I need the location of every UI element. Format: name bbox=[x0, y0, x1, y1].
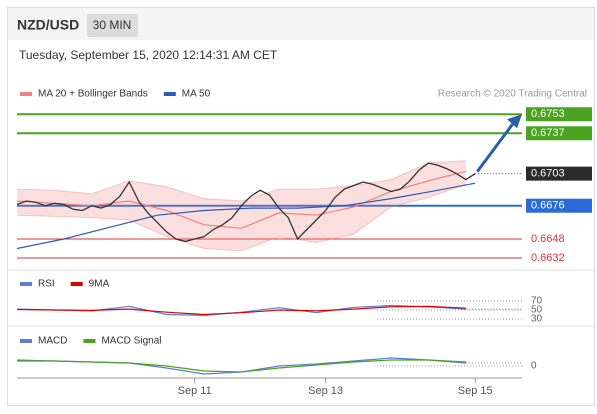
credit: Research © 2020 Trading Central bbox=[438, 89, 587, 100]
x-tick-label: Sep 15 bbox=[458, 385, 493, 397]
level-label: 0.6676 bbox=[531, 200, 565, 212]
legend-label: RSI bbox=[38, 279, 55, 290]
level-tag bbox=[526, 107, 592, 122]
timestamp: Tuesday, September 15, 2020 12:14:31 AM … bbox=[19, 48, 278, 62]
legend-label: MACD Signal bbox=[101, 336, 161, 347]
y-tick-label: 0 bbox=[531, 361, 537, 372]
legend-swatch bbox=[70, 282, 83, 286]
level-tag bbox=[526, 198, 592, 213]
last-tag bbox=[526, 166, 592, 181]
legend-swatch bbox=[163, 92, 176, 96]
level-label: 0.6737 bbox=[531, 127, 565, 139]
series-line bbox=[17, 359, 466, 373]
legend-swatch bbox=[83, 339, 96, 343]
level-label: 0.6632 bbox=[531, 252, 565, 264]
legend-label: MA 20 + Bollinger Bands bbox=[38, 89, 148, 100]
forecast-arrow bbox=[476, 121, 516, 173]
legend-swatch bbox=[20, 282, 32, 286]
forecast-arrowhead bbox=[507, 114, 522, 129]
price-line bbox=[16, 162, 476, 243]
series-line bbox=[16, 305, 466, 316]
legend-swatch bbox=[20, 339, 32, 343]
last-label: 0.6703 bbox=[531, 168, 565, 180]
y-tick-label: 30 bbox=[531, 314, 543, 325]
legend-label: MA 50 bbox=[182, 89, 211, 100]
level-label: 0.6753 bbox=[531, 108, 565, 120]
band-lower bbox=[16, 183, 467, 252]
interval-pill bbox=[87, 14, 138, 37]
level-tag bbox=[526, 126, 592, 141]
x-tick-label: Sep 13 bbox=[308, 385, 343, 397]
series-line bbox=[16, 182, 476, 250]
level-label: 0.6648 bbox=[531, 233, 565, 245]
y-tick-label: 70 bbox=[531, 296, 543, 307]
legend-label: MACD bbox=[38, 336, 67, 347]
interval: 30 MIN bbox=[93, 18, 132, 32]
legend-label: 9MA bbox=[89, 279, 110, 290]
y-tick-label: 50 bbox=[531, 305, 543, 316]
band-upper bbox=[16, 160, 466, 202]
x-tick-label: Sep 11 bbox=[178, 385, 212, 397]
legend-swatch bbox=[20, 92, 32, 96]
symbol: NZD/USD bbox=[17, 17, 79, 33]
